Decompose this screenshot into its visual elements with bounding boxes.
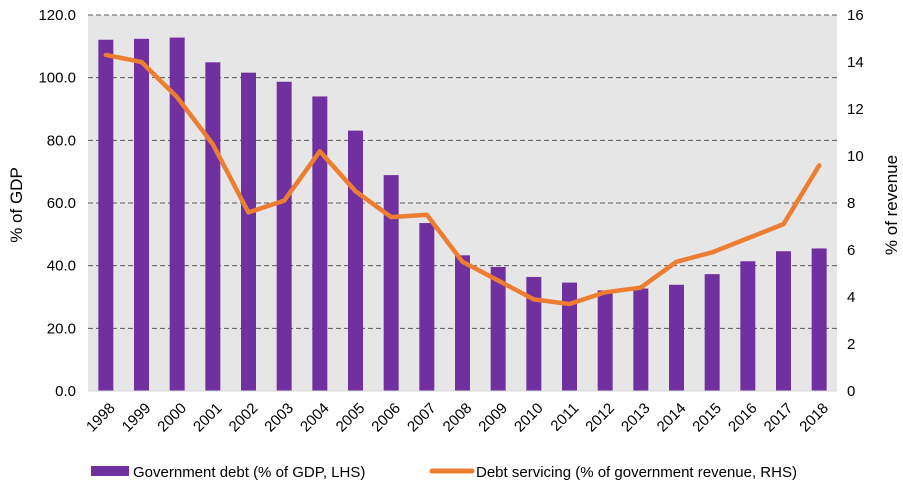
line-series: [103, 52, 822, 307]
right-tick-label: 2: [847, 336, 855, 353]
bar-2009: [490, 266, 506, 391]
bar-2004: [312, 96, 328, 391]
bar-2000: [169, 37, 185, 392]
right-axis: 0 2 4 6 8 10 12 14 16: [847, 7, 864, 400]
x-tick-label: 2014: [654, 400, 690, 436]
x-tick-label: 2013: [618, 400, 654, 436]
x-tick-label: 1998: [83, 400, 119, 436]
legend-label-line: Debt servicing (% of government revenue,…: [476, 464, 797, 481]
bar-1999: [134, 38, 149, 392]
left-axis: 0.0 20.0 40.0 60.0 80.0 100.0 120.0: [38, 7, 76, 400]
debt-servicing-line: [103, 52, 822, 307]
bar-2017: [776, 251, 791, 391]
x-tick-label: 2007: [404, 400, 440, 436]
right-tick-label: 14: [847, 54, 864, 71]
x-tick-label: 2018: [796, 400, 832, 436]
legend: Government debt (% of GDP, LHS) Debt ser…: [91, 464, 797, 481]
x-tick-label: 2001: [190, 400, 226, 436]
bar-2005: [348, 130, 363, 391]
bar-2001: [205, 62, 221, 392]
left-tick-label: 120.0: [38, 7, 76, 24]
x-tick-label: 2012: [582, 400, 618, 436]
bar-2007: [419, 223, 435, 391]
x-tick-label: 2000: [154, 400, 190, 436]
x-tick-label: 1999: [119, 400, 155, 436]
bar-series: [98, 37, 827, 392]
bar-1998: [98, 39, 114, 392]
left-tick-label: 60.0: [47, 195, 76, 212]
legend-label-bar: Government debt (% of GDP, LHS): [133, 464, 365, 481]
x-tick-label: 2017: [761, 400, 797, 436]
bar-2011: [562, 282, 577, 391]
x-tick-label: 2010: [511, 400, 547, 436]
bar-2018: [811, 248, 827, 391]
right-tick-label: 8: [847, 195, 855, 212]
x-tick-label: 2004: [297, 400, 333, 436]
x-tick-label: 2016: [725, 400, 761, 436]
x-tick-label: 2008: [440, 400, 476, 436]
bar-2013: [633, 288, 649, 391]
x-tick-label: 2003: [261, 400, 297, 436]
bar-2006: [383, 175, 399, 391]
left-tick-label: 0.0: [55, 383, 76, 400]
bar-2010: [526, 276, 542, 391]
right-tick-label: 16: [847, 7, 864, 24]
right-tick-label: 0: [847, 383, 855, 400]
bar-2002: [241, 72, 256, 392]
bar-2012: [597, 290, 613, 391]
x-tick-label: 2009: [475, 400, 511, 436]
left-tick-label: 80.0: [47, 132, 76, 149]
bar-2015: [704, 274, 720, 391]
x-tick-label: 2015: [689, 400, 725, 436]
right-axis-title: % of revenue: [882, 155, 901, 255]
legend-swatch-bar: [91, 466, 129, 476]
x-tick-label: 2006: [368, 400, 404, 436]
left-tick-label: 40.0: [47, 258, 76, 275]
right-tick-label: 4: [847, 289, 855, 306]
bar-2016: [740, 261, 756, 391]
left-axis-title: % of GDP: [7, 167, 26, 243]
right-tick-label: 6: [847, 242, 855, 259]
right-tick-label: 10: [847, 148, 864, 165]
x-axis: 1998 1999 2000 2001 2002 2003 2004 2005 2006 2007…: [83, 390, 837, 436]
left-tick-label: 100.0: [38, 70, 76, 87]
x-tick-label: 2011: [547, 400, 582, 435]
left-tick-label: 20.0: [47, 320, 76, 337]
bar-2014: [669, 284, 684, 391]
bar-2003: [276, 81, 292, 392]
right-tick-label: 12: [847, 101, 864, 118]
x-tick-label: 2002: [226, 400, 262, 436]
x-tick-label: 2005: [333, 400, 369, 436]
bar-2008: [455, 255, 470, 391]
